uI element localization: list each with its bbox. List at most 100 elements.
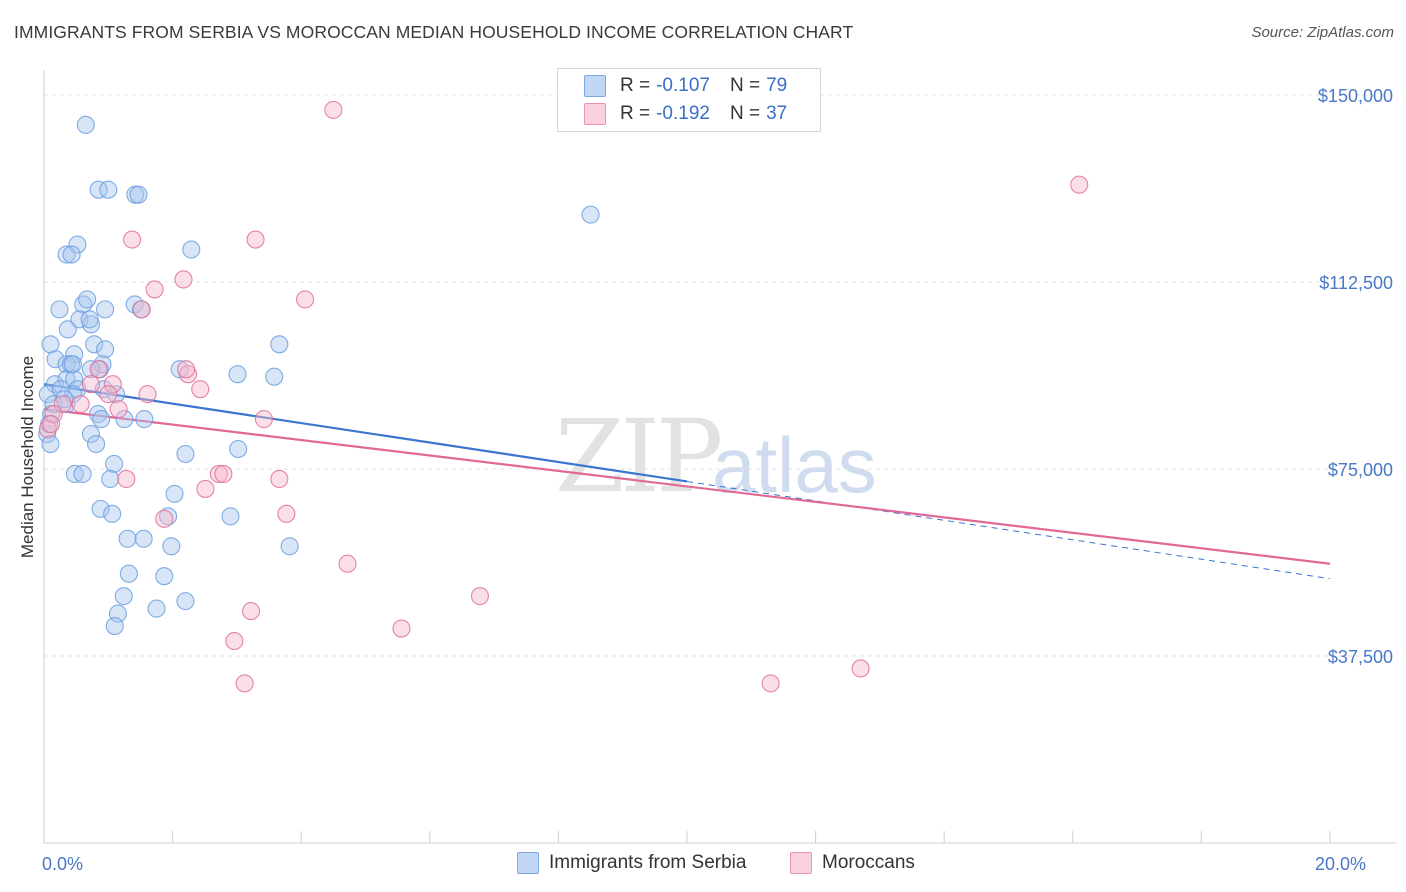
serbia-point <box>581 205 600 224</box>
legend-row-serbia: R = -0.107 N = 79 <box>584 73 787 99</box>
serbia-point <box>134 529 153 548</box>
serbia-point <box>118 529 137 548</box>
x-tick-label: 0.0% <box>42 854 83 874</box>
watermark-atlas: atlas <box>712 421 877 509</box>
serbia-point <box>51 380 70 399</box>
series-swatch-moroccans <box>790 852 812 874</box>
serbia-point <box>229 439 248 459</box>
axes <box>43 70 1396 844</box>
legend-r-value: -0.107 <box>656 75 710 96</box>
serbia-point <box>65 370 84 389</box>
moroccan-point <box>270 469 289 488</box>
serbia-point <box>70 310 89 329</box>
chart-title: IMMIGRANTS FROM SERBIA VS MOROCCAN MEDIA… <box>14 22 854 42</box>
serbia-point <box>101 469 120 488</box>
y-tick-label: $37,500 <box>1328 647 1393 667</box>
watermark-zip: ZIP <box>555 398 723 515</box>
legend-swatch-serbia <box>584 75 606 97</box>
trend-lines <box>43 383 1331 580</box>
serbia-point <box>85 335 104 354</box>
moroccan-point <box>324 100 343 119</box>
x-tick-label: 20.0% <box>1315 854 1366 874</box>
moroccan-point <box>392 619 411 638</box>
moroccan-point <box>109 400 128 419</box>
moroccan-point <box>470 587 490 606</box>
serbia-point <box>135 410 154 429</box>
serbia-point <box>63 355 82 374</box>
legend-n-value: 37 <box>766 103 788 124</box>
moroccan-point <box>209 464 228 484</box>
legend-row-moroccans: R = -0.192 N = 37 <box>584 101 787 127</box>
serbia-point <box>96 300 115 319</box>
moroccan-point <box>174 270 193 289</box>
serbia-point <box>119 564 138 583</box>
serbia-point <box>81 360 100 379</box>
serbia-point <box>91 499 110 518</box>
moroccan-point <box>81 375 100 394</box>
serbia-point <box>155 567 174 586</box>
moroccan-point <box>235 674 254 693</box>
serbia-point <box>170 360 189 379</box>
moroccan-point <box>71 395 90 414</box>
serbia-point <box>57 355 76 374</box>
moroccan-point <box>145 280 164 299</box>
source-credit: Source: ZipAtlas.com <box>1251 24 1394 41</box>
moroccan-point <box>277 504 296 523</box>
legend-r-value: -0.192 <box>656 103 710 124</box>
series-label-serbia: Immigrants from Serbia <box>549 852 747 873</box>
serbia-point <box>45 375 64 394</box>
moroccan-point <box>53 395 72 414</box>
serbia-point <box>114 587 133 606</box>
serbia-point <box>99 180 118 199</box>
legend-n-value: 79 <box>766 75 788 96</box>
serbia-point <box>78 290 97 309</box>
moroccan-point <box>1070 175 1089 194</box>
series-legend-moroccans[interactable]: Moroccans <box>790 852 915 874</box>
serbia-point <box>115 410 134 429</box>
serbia-point <box>103 504 122 523</box>
serbia-point <box>41 434 60 454</box>
series-legend: Immigrants from Serbia Moroccans <box>0 852 1406 878</box>
serbia-point <box>87 434 106 454</box>
moroccan-point <box>99 385 118 404</box>
serbia-point <box>88 405 108 424</box>
moroccan-point <box>196 479 215 498</box>
moroccan-point <box>225 631 244 651</box>
y-tick-label: $112,500 <box>1319 273 1393 293</box>
moroccan-point <box>761 674 780 693</box>
serbia-point <box>147 599 166 618</box>
legend-n-label: N = <box>729 103 761 124</box>
serbia-point <box>58 320 77 339</box>
serbia-point <box>65 464 84 484</box>
serbia-point <box>57 245 76 264</box>
moroccan-point <box>42 415 61 434</box>
moroccan-point <box>246 230 265 249</box>
series-label-moroccans: Moroccans <box>822 852 915 873</box>
serbia-point <box>62 245 81 264</box>
serbia-trend-line <box>43 383 688 483</box>
moroccan-point <box>155 509 174 528</box>
serbia-point <box>176 592 195 611</box>
serbia-point <box>228 365 247 384</box>
y-tick-label: $75,000 <box>1328 460 1393 480</box>
series-legend-serbia[interactable]: Immigrants from Serbia <box>517 852 746 874</box>
moroccan-point <box>296 290 315 309</box>
serbia-point <box>221 507 240 526</box>
serbia-point <box>182 240 201 259</box>
serbia-point <box>270 335 289 354</box>
moroccan-point <box>214 464 233 484</box>
legend-swatch-moroccans <box>584 103 606 125</box>
data-points <box>38 100 1089 693</box>
serbia-point <box>280 537 299 556</box>
serbia-point <box>73 464 92 484</box>
serbia-point <box>81 425 100 444</box>
legend-r-label: R = <box>620 75 651 96</box>
series-swatch-serbia <box>517 852 539 874</box>
moroccan-point <box>117 469 136 488</box>
serbia-point <box>165 484 184 503</box>
serbia-point <box>89 180 108 199</box>
moroccan-trend-line <box>43 408 1331 565</box>
moroccan-point <box>338 554 357 573</box>
serbia-point <box>80 310 99 329</box>
